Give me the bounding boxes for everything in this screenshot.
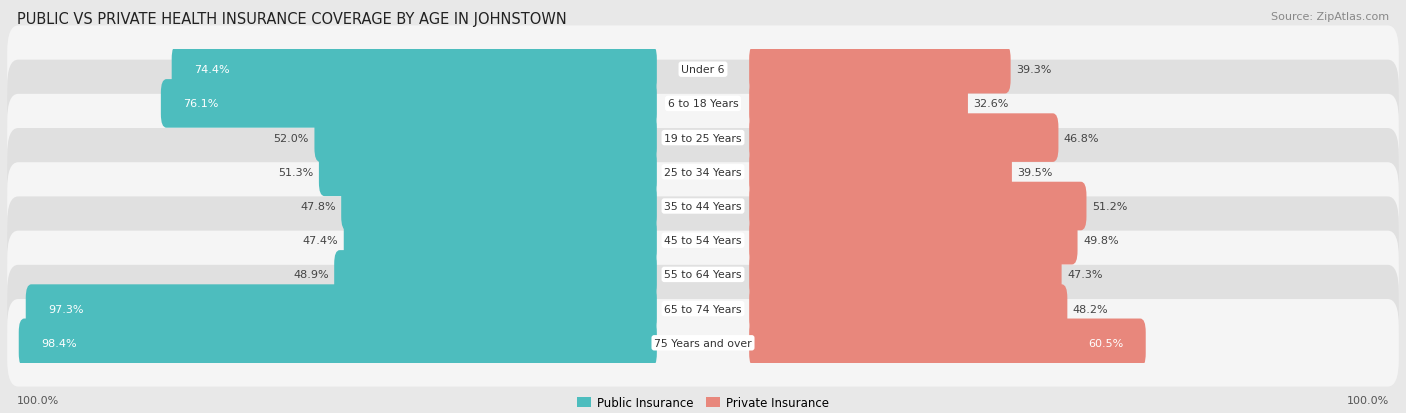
FancyBboxPatch shape — [342, 182, 657, 231]
FancyBboxPatch shape — [749, 182, 1087, 231]
Text: 47.4%: 47.4% — [302, 236, 339, 246]
FancyBboxPatch shape — [335, 251, 657, 299]
FancyBboxPatch shape — [7, 60, 1399, 148]
Text: 51.2%: 51.2% — [1092, 202, 1128, 211]
Text: 48.2%: 48.2% — [1073, 304, 1108, 314]
Text: 55 to 64 Years: 55 to 64 Years — [664, 270, 742, 280]
FancyBboxPatch shape — [7, 163, 1399, 250]
Text: 47.3%: 47.3% — [1067, 270, 1102, 280]
Legend: Public Insurance, Private Insurance: Public Insurance, Private Insurance — [572, 392, 834, 413]
Text: 48.9%: 48.9% — [292, 270, 329, 280]
Text: PUBLIC VS PRIVATE HEALTH INSURANCE COVERAGE BY AGE IN JOHNSTOWN: PUBLIC VS PRIVATE HEALTH INSURANCE COVER… — [17, 12, 567, 27]
Text: 45 to 54 Years: 45 to 54 Years — [664, 236, 742, 246]
Text: 60.5%: 60.5% — [1088, 338, 1123, 348]
Text: 75 Years and over: 75 Years and over — [654, 338, 752, 348]
FancyBboxPatch shape — [749, 251, 1062, 299]
FancyBboxPatch shape — [749, 114, 1059, 162]
Text: 74.4%: 74.4% — [194, 65, 229, 75]
FancyBboxPatch shape — [343, 216, 657, 265]
FancyBboxPatch shape — [749, 46, 1011, 94]
Text: 47.8%: 47.8% — [299, 202, 336, 211]
FancyBboxPatch shape — [749, 216, 1077, 265]
Text: 25 to 34 Years: 25 to 34 Years — [664, 167, 742, 177]
FancyBboxPatch shape — [749, 285, 1067, 333]
FancyBboxPatch shape — [749, 80, 967, 128]
FancyBboxPatch shape — [7, 95, 1399, 182]
FancyBboxPatch shape — [18, 319, 657, 367]
FancyBboxPatch shape — [315, 114, 657, 162]
FancyBboxPatch shape — [160, 80, 657, 128]
Text: 39.3%: 39.3% — [1017, 65, 1052, 75]
Text: 100.0%: 100.0% — [17, 395, 59, 405]
Text: 6 to 18 Years: 6 to 18 Years — [668, 99, 738, 109]
Text: 65 to 74 Years: 65 to 74 Years — [664, 304, 742, 314]
Text: 49.8%: 49.8% — [1083, 236, 1119, 246]
Text: 32.6%: 32.6% — [973, 99, 1010, 109]
FancyBboxPatch shape — [319, 148, 657, 197]
FancyBboxPatch shape — [7, 26, 1399, 114]
Text: 98.4%: 98.4% — [41, 338, 76, 348]
Text: 52.0%: 52.0% — [274, 133, 309, 143]
Text: Source: ZipAtlas.com: Source: ZipAtlas.com — [1271, 12, 1389, 22]
FancyBboxPatch shape — [7, 299, 1399, 387]
Text: 76.1%: 76.1% — [183, 99, 218, 109]
FancyBboxPatch shape — [7, 231, 1399, 318]
FancyBboxPatch shape — [7, 197, 1399, 284]
FancyBboxPatch shape — [749, 148, 1012, 197]
FancyBboxPatch shape — [7, 129, 1399, 216]
Text: 19 to 25 Years: 19 to 25 Years — [664, 133, 742, 143]
Text: 35 to 44 Years: 35 to 44 Years — [664, 202, 742, 211]
Text: 97.3%: 97.3% — [48, 304, 83, 314]
Text: 39.5%: 39.5% — [1018, 167, 1053, 177]
FancyBboxPatch shape — [172, 46, 657, 94]
Text: Under 6: Under 6 — [682, 65, 724, 75]
Text: 51.3%: 51.3% — [278, 167, 314, 177]
FancyBboxPatch shape — [25, 285, 657, 333]
FancyBboxPatch shape — [749, 319, 1146, 367]
FancyBboxPatch shape — [7, 265, 1399, 353]
Text: 46.8%: 46.8% — [1064, 133, 1099, 143]
Text: 100.0%: 100.0% — [1347, 395, 1389, 405]
